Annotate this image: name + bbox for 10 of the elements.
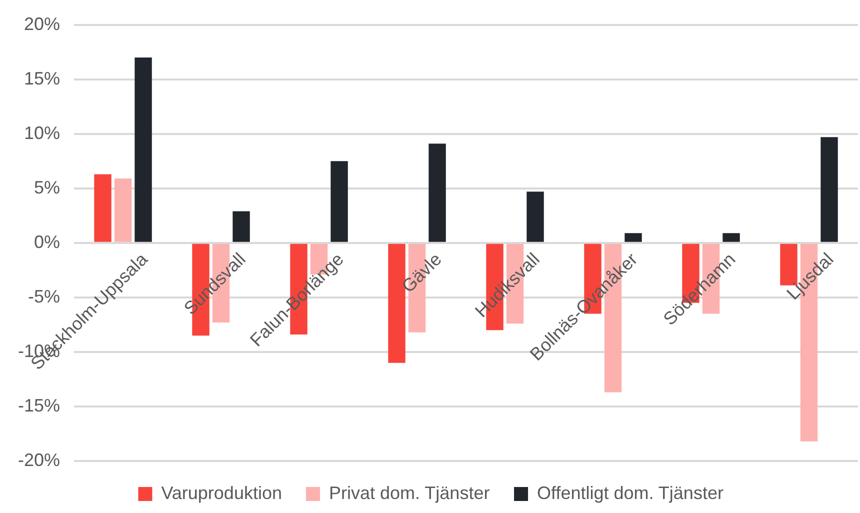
y-tick-label: 10% xyxy=(24,122,60,143)
y-tick-label: 20% xyxy=(24,14,60,34)
y-tick-label: 5% xyxy=(34,177,60,198)
legend-label: Privat dom. Tjänster xyxy=(328,482,490,503)
legend-label: Varuproduktion xyxy=(161,482,282,503)
y-tick-label: -15% xyxy=(18,395,60,416)
y-tick-label: 0% xyxy=(34,232,60,252)
y-tick-label: 15% xyxy=(24,68,60,88)
legend-label: Offentligt dom. Tjänster xyxy=(537,482,724,503)
y-tick-label: -20% xyxy=(18,450,60,470)
